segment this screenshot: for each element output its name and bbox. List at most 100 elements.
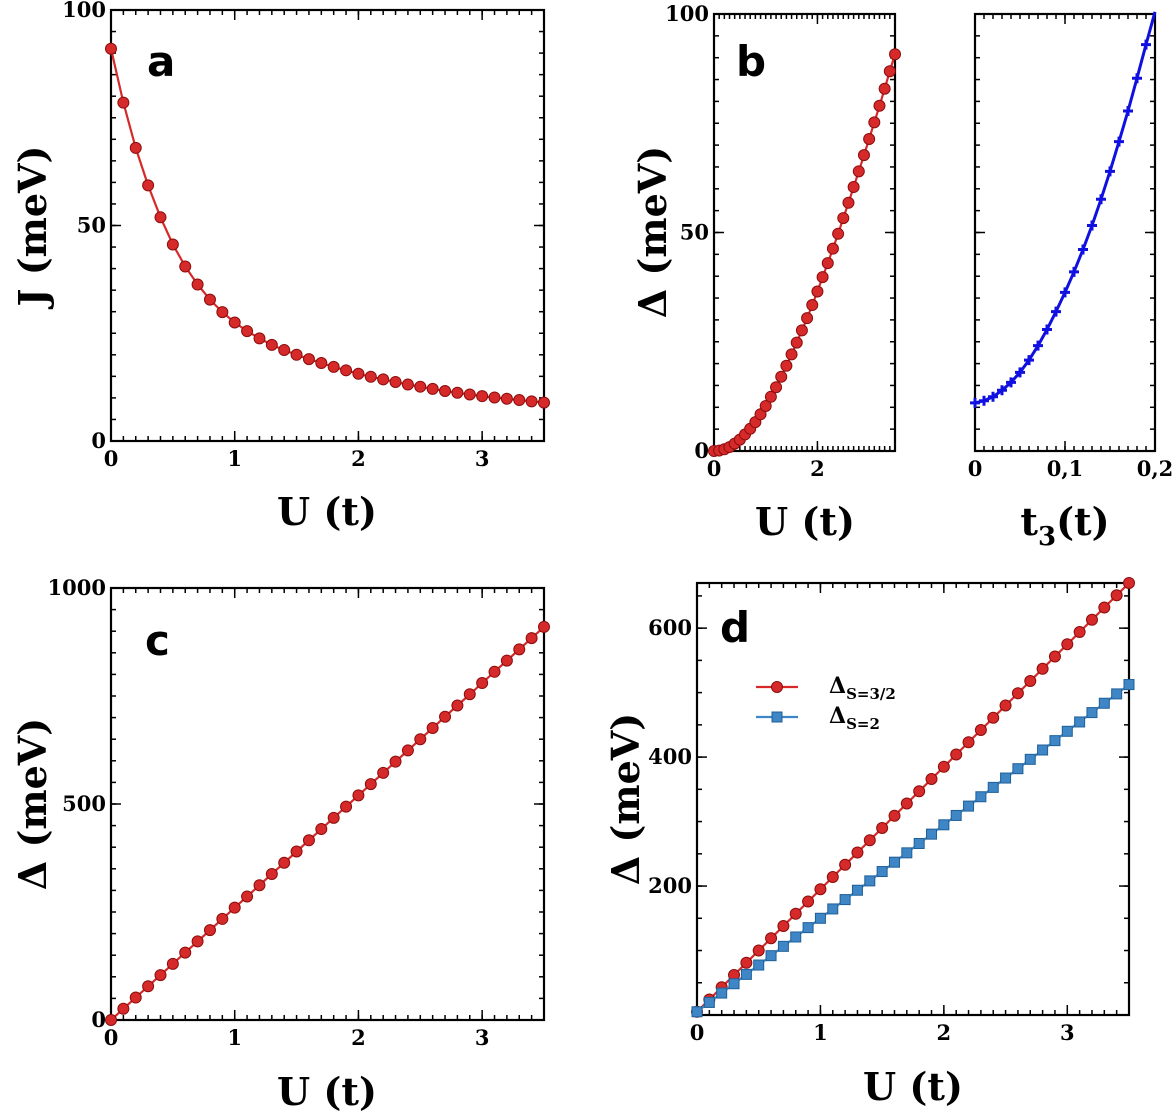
- data-point: [451, 699, 464, 712]
- data-point: [876, 866, 888, 878]
- data-point: [1098, 697, 1110, 709]
- panel-b1: 0 2 0 50 100 b U (t) Δ (meV): [630, 1, 901, 544]
- data-point: [1078, 244, 1088, 255]
- legend-marker: [771, 681, 783, 693]
- data-point: [513, 643, 526, 656]
- data-point: [839, 858, 852, 871]
- data-point: [1105, 166, 1115, 177]
- data-point: [975, 791, 987, 803]
- data-point: [926, 828, 938, 840]
- data-point: [538, 620, 550, 633]
- data-point: [979, 395, 989, 406]
- data-point: [1061, 638, 1074, 651]
- data-point: [265, 867, 278, 880]
- panel-b2: 0 0,1 0,2 t3(t): [968, 11, 1173, 552]
- data-point: [488, 665, 501, 678]
- x-axis-title: t3(t): [1020, 499, 1109, 552]
- data-point: [780, 359, 793, 372]
- data-point: [154, 211, 167, 224]
- data-point: [117, 96, 130, 109]
- data-point: [816, 271, 829, 284]
- data-point: [302, 353, 315, 366]
- data-point: [1006, 377, 1016, 388]
- data-point: [216, 306, 229, 319]
- y-tick-label: 100: [62, 0, 106, 22]
- data-point: [1024, 675, 1037, 688]
- data-point: [811, 285, 824, 298]
- data-point: [974, 724, 987, 737]
- y-tick-label: 0: [91, 428, 106, 453]
- data-point: [352, 789, 365, 802]
- data-point: [1096, 194, 1106, 205]
- data-point: [873, 99, 886, 112]
- data-point: [203, 293, 216, 306]
- data-point: [1033, 340, 1043, 351]
- data-point: [439, 710, 452, 723]
- x-axis-title-rest: (t): [1056, 499, 1110, 544]
- panel-c: 0 1 2 3 0 500 1000 c U (t) Δ (meV): [10, 575, 550, 1111]
- plot-frame: [109, 8, 546, 443]
- data-point: [327, 811, 340, 824]
- data-point: [439, 385, 452, 398]
- data-point: [785, 348, 798, 361]
- data-point: [476, 677, 489, 690]
- data-point: [476, 390, 489, 403]
- x-tick-label: 0: [707, 456, 722, 481]
- x-axis-title: U (t): [277, 489, 377, 534]
- data-point: [1037, 744, 1049, 756]
- plot-frame: [695, 581, 1131, 1017]
- data-point: [538, 396, 550, 409]
- data-point: [1051, 306, 1061, 317]
- data-point: [253, 332, 266, 345]
- data-point: [191, 278, 204, 291]
- x-tick-label: 0,1: [1047, 456, 1084, 481]
- data-point: [154, 969, 167, 982]
- data-point: [770, 381, 783, 394]
- data-point: [290, 845, 303, 858]
- data-point: [117, 1002, 130, 1015]
- data-point: [832, 227, 845, 240]
- data-point: [463, 388, 476, 401]
- legend-label: ΔS=2: [829, 703, 880, 733]
- data-point: [889, 48, 901, 61]
- data-point: [1000, 772, 1012, 784]
- y-axis-title: Δ (meV): [630, 146, 675, 319]
- data-point: [1074, 716, 1086, 728]
- data-point: [1060, 287, 1070, 298]
- x-tick-label: 0,2: [1137, 456, 1173, 481]
- data-point: [513, 394, 526, 407]
- data-point: [340, 800, 353, 813]
- panel-letter: b: [736, 37, 766, 86]
- data-point: [878, 82, 891, 95]
- data-point: [876, 822, 889, 835]
- legend: ΔS=3/2ΔS=2: [756, 673, 896, 733]
- data-point: [327, 360, 340, 373]
- data-point: [802, 895, 815, 908]
- y-axis-title: Δ (meV): [10, 718, 55, 891]
- data-point: [401, 744, 414, 757]
- data-point: [913, 785, 926, 798]
- data-point: [1049, 735, 1061, 747]
- x-tick-label: 1: [227, 446, 242, 471]
- y-tick-label: 500: [62, 791, 106, 816]
- data-point: [777, 920, 790, 933]
- data-point: [1123, 679, 1135, 691]
- data-point: [253, 879, 266, 892]
- data-point: [1024, 753, 1036, 765]
- data-point: [105, 42, 117, 55]
- data-point: [864, 875, 876, 887]
- data-point: [883, 65, 896, 78]
- data-point: [1110, 589, 1123, 602]
- data-point: [142, 980, 155, 993]
- data-point: [389, 755, 402, 768]
- data-point: [216, 912, 229, 925]
- data-point: [821, 257, 834, 270]
- x-axis-title-sub: 3: [1038, 522, 1056, 552]
- data-point: [377, 766, 390, 779]
- data-point: [847, 181, 860, 194]
- data-point: [1098, 601, 1111, 614]
- data-point: [1087, 220, 1097, 231]
- y-axis-title: Δ (meV): [603, 713, 648, 886]
- data-point: [463, 688, 476, 701]
